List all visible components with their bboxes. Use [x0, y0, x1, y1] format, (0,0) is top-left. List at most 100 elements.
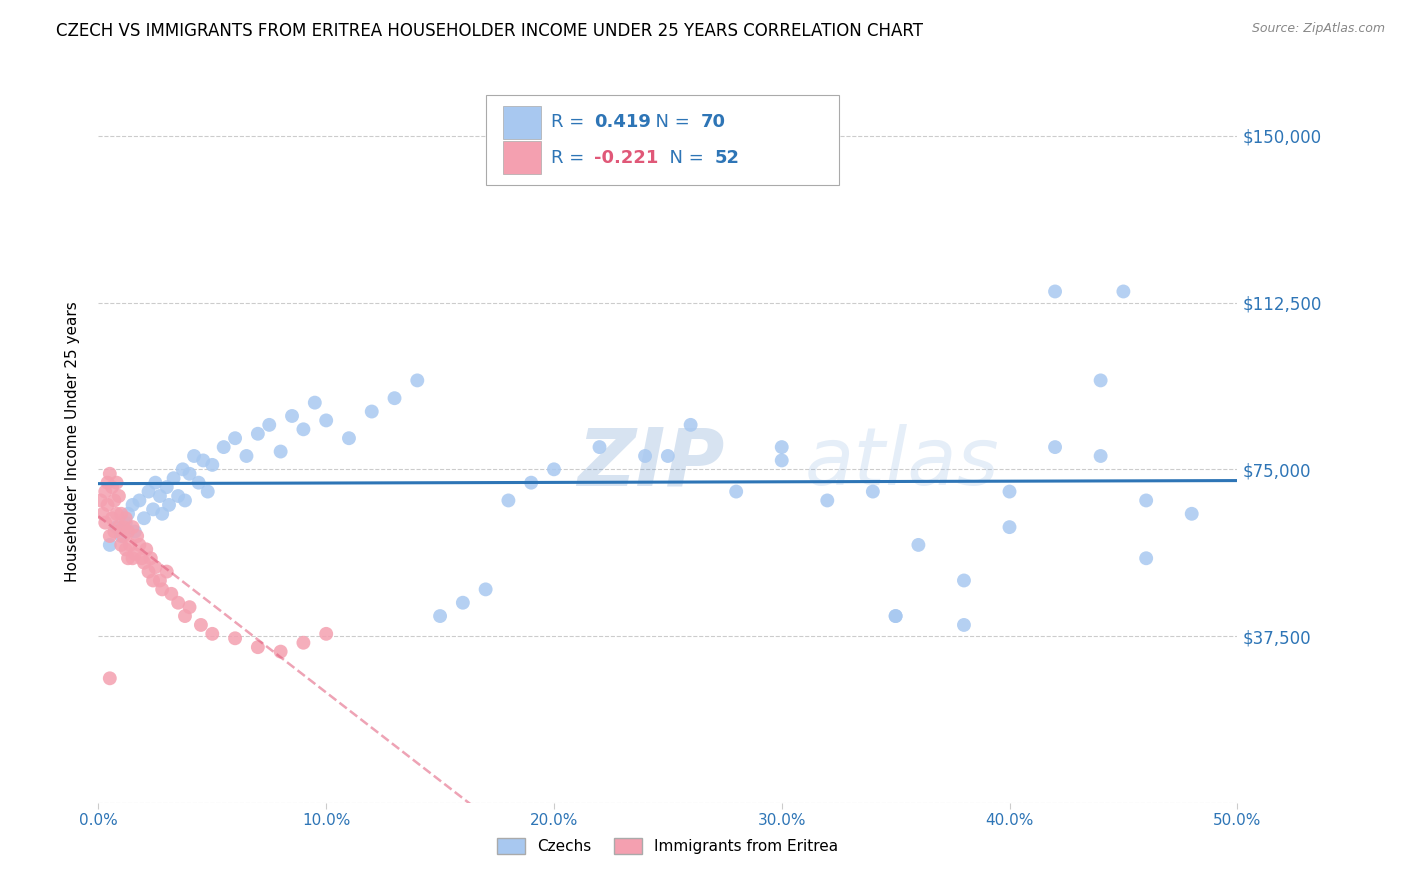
Point — [862, 484, 884, 499]
Point — [201, 458, 224, 472]
Point — [149, 574, 172, 588]
Point — [429, 609, 451, 624]
Point — [96, 475, 118, 490]
Legend: Czechs, Immigrants from Eritrea: Czechs, Immigrants from Eritrea — [491, 832, 845, 860]
Point — [815, 493, 838, 508]
Point — [179, 600, 201, 615]
Point — [121, 520, 143, 534]
Point — [110, 529, 132, 543]
Text: 52: 52 — [714, 149, 740, 167]
Point — [108, 520, 131, 534]
Point — [246, 640, 269, 655]
Point — [156, 480, 179, 494]
Point — [121, 551, 143, 566]
Point — [1043, 440, 1066, 454]
Point — [224, 632, 246, 646]
Point — [953, 574, 976, 588]
Point — [304, 395, 326, 409]
Point — [98, 538, 121, 552]
Point — [770, 440, 793, 454]
Point — [520, 475, 543, 490]
Point — [94, 484, 117, 499]
Point — [105, 520, 128, 534]
Text: ZIP: ZIP — [576, 425, 724, 502]
Point — [657, 449, 679, 463]
Point — [270, 645, 292, 659]
Point — [142, 574, 165, 588]
Point — [174, 493, 197, 508]
Point — [135, 542, 157, 557]
Point — [281, 409, 304, 423]
Point — [132, 556, 155, 570]
Point — [543, 462, 565, 476]
Point — [110, 538, 132, 552]
Point — [114, 516, 136, 530]
Point — [907, 538, 929, 552]
Point — [292, 422, 315, 436]
Point — [145, 560, 167, 574]
Point — [98, 467, 121, 481]
Text: atlas: atlas — [804, 425, 1000, 502]
Text: Source: ZipAtlas.com: Source: ZipAtlas.com — [1251, 22, 1385, 36]
Point — [1135, 493, 1157, 508]
Point — [105, 507, 128, 521]
Point — [90, 493, 112, 508]
Point — [132, 511, 155, 525]
Point — [117, 507, 139, 521]
Point — [998, 520, 1021, 534]
Text: 70: 70 — [700, 113, 725, 131]
Point — [139, 551, 162, 566]
Text: N =: N = — [658, 149, 709, 167]
Point — [498, 493, 520, 508]
Point — [1043, 285, 1066, 299]
Point — [101, 480, 124, 494]
Point — [588, 440, 610, 454]
Text: R =: R = — [551, 113, 589, 131]
Point — [190, 618, 212, 632]
Point — [120, 538, 142, 552]
Point — [131, 551, 153, 566]
Point — [150, 507, 173, 521]
Point — [157, 498, 180, 512]
Point — [770, 453, 793, 467]
Point — [138, 565, 160, 579]
Point — [101, 511, 124, 525]
Point — [105, 475, 128, 490]
Point — [103, 524, 125, 539]
Point — [197, 484, 219, 499]
Point — [117, 551, 139, 566]
Point — [953, 618, 976, 632]
Point — [128, 493, 150, 508]
Point — [103, 493, 125, 508]
Point — [193, 453, 215, 467]
Point — [451, 596, 474, 610]
Point — [162, 471, 184, 485]
Point — [124, 547, 146, 561]
FancyBboxPatch shape — [503, 141, 541, 174]
Point — [1135, 551, 1157, 566]
Point — [128, 538, 150, 552]
Point — [474, 582, 496, 597]
Text: R =: R = — [551, 149, 589, 167]
Text: 0.419: 0.419 — [593, 113, 651, 131]
Text: CZECH VS IMMIGRANTS FROM ERITREA HOUSEHOLDER INCOME UNDER 25 YEARS CORRELATION C: CZECH VS IMMIGRANTS FROM ERITREA HOUSEHO… — [56, 22, 924, 40]
Point — [360, 404, 382, 418]
Point — [108, 489, 131, 503]
Point — [235, 449, 257, 463]
Point — [114, 511, 136, 525]
Point — [121, 498, 143, 512]
Point — [160, 587, 183, 601]
Point — [174, 609, 197, 624]
Point — [679, 417, 702, 432]
Point — [315, 627, 337, 641]
Point — [149, 489, 172, 503]
Point — [384, 391, 406, 405]
Point — [167, 489, 190, 503]
Point — [94, 516, 117, 530]
Point — [112, 529, 135, 543]
Point — [91, 507, 114, 521]
Point — [138, 484, 160, 499]
Point — [117, 524, 139, 539]
Point — [634, 449, 657, 463]
Point — [167, 596, 190, 610]
